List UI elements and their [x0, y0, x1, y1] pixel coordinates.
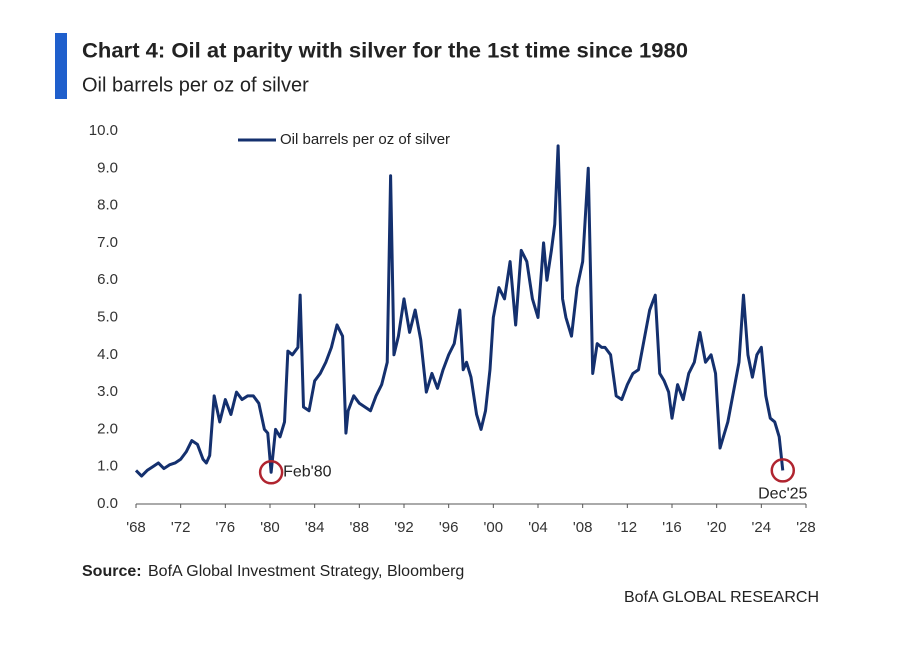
annotation-circle	[770, 458, 796, 483]
y-tick-label: 7.0	[97, 234, 118, 251]
title-bar	[55, 33, 67, 99]
x-tick-label: '12	[618, 519, 638, 536]
x-tick-label: '76	[216, 519, 236, 536]
x-tick-label: '20	[707, 519, 727, 536]
y-tick-label: 5.0	[97, 308, 118, 325]
y-tick-label: 0.0	[97, 495, 118, 512]
y-tick-label: 9.0	[97, 159, 118, 176]
x-tick-label: '92	[394, 519, 414, 536]
source-label: Source:	[82, 563, 142, 580]
x-tick-label: '96	[439, 519, 459, 536]
x-tick-label: '28	[796, 519, 816, 536]
series-line	[134, 144, 785, 478]
x-tick-label: '80	[260, 519, 280, 536]
y-tick-label: 1.0	[97, 458, 118, 475]
y-tick-label: 8.0	[97, 197, 118, 214]
x-tick-label: '16	[662, 519, 682, 536]
chart-subtitle: Oil barrels per oz of silver	[82, 74, 309, 96]
x-tick-label: '88	[350, 519, 370, 536]
x-tick-label: '68	[126, 519, 146, 536]
y-tick-label: 3.0	[97, 383, 118, 400]
x-tick-label: '04	[528, 519, 548, 536]
x-tick-label: '24	[752, 519, 772, 536]
y-tick-label: 2.0	[97, 420, 118, 437]
y-tick-label: 10.0	[89, 122, 118, 139]
x-tick-label: '72	[171, 519, 191, 536]
x-tick-label: '00	[484, 519, 504, 536]
brand: BofA GLOBAL RESEARCH	[624, 589, 819, 606]
annotation-label: Feb'80	[283, 464, 332, 481]
chart-title: Chart 4: Oil at parity with silver for t…	[82, 40, 688, 63]
annotation-circle	[258, 460, 284, 485]
y-tick-label: 6.0	[97, 271, 118, 288]
legend-label: Oil barrels per oz of silver	[280, 131, 450, 148]
y-tick-label: 4.0	[97, 346, 118, 363]
x-tick-label: '08	[573, 519, 593, 536]
x-tick-label: '84	[305, 519, 325, 536]
annotation-label: Dec'25	[758, 486, 807, 503]
source-text: BofA Global Investment Strategy, Bloombe…	[148, 563, 464, 580]
